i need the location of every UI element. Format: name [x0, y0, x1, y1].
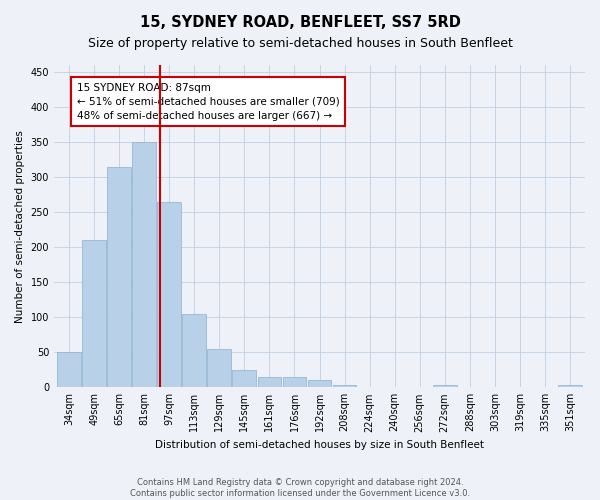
- Bar: [133, 142, 156, 388]
- Text: Size of property relative to semi-detached houses in South Benfleet: Size of property relative to semi-detach…: [88, 38, 512, 51]
- Bar: [433, 384, 457, 388]
- Bar: [558, 385, 582, 388]
- Text: 15, SYDNEY ROAD, BENFLEET, SS7 5RD: 15, SYDNEY ROAD, BENFLEET, SS7 5RD: [140, 15, 460, 30]
- Bar: [358, 386, 382, 388]
- Bar: [232, 370, 256, 388]
- Bar: [57, 352, 81, 388]
- Bar: [82, 240, 106, 388]
- Text: Contains HM Land Registry data © Crown copyright and database right 2024.
Contai: Contains HM Land Registry data © Crown c…: [130, 478, 470, 498]
- Bar: [283, 377, 307, 388]
- Bar: [107, 166, 131, 388]
- Y-axis label: Number of semi-detached properties: Number of semi-detached properties: [15, 130, 25, 322]
- Bar: [208, 349, 231, 388]
- Bar: [332, 385, 356, 388]
- Bar: [182, 314, 206, 388]
- Bar: [308, 380, 331, 388]
- Bar: [257, 377, 281, 388]
- Text: 15 SYDNEY ROAD: 87sqm
← 51% of semi-detached houses are smaller (709)
48% of sem: 15 SYDNEY ROAD: 87sqm ← 51% of semi-deta…: [77, 82, 340, 120]
- Bar: [157, 202, 181, 388]
- X-axis label: Distribution of semi-detached houses by size in South Benfleet: Distribution of semi-detached houses by …: [155, 440, 484, 450]
